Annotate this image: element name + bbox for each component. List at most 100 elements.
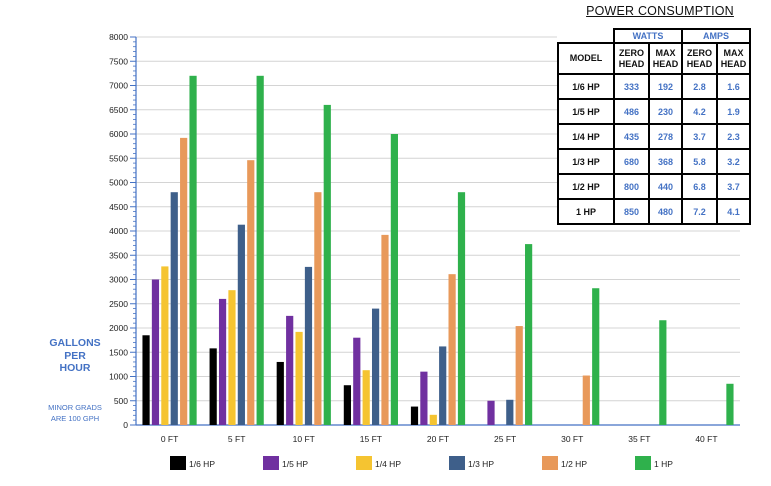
y-tick-label: 6000	[109, 129, 128, 139]
watts-max-cell: 192	[648, 73, 683, 100]
model-cell: 1/4 HP	[557, 123, 615, 150]
bar	[247, 160, 255, 425]
bar	[448, 274, 456, 425]
bar	[353, 337, 361, 425]
bar	[362, 370, 370, 425]
bar	[189, 75, 197, 426]
model-cell: 1/5 HP	[557, 98, 615, 125]
legend-swatch	[263, 456, 279, 470]
legend-label: 1/3 HP	[468, 459, 494, 469]
legend-swatch	[635, 456, 651, 470]
minor-grads-note-line: MINOR GRADS	[48, 403, 102, 412]
bar	[228, 290, 236, 425]
y-tick-label: 4500	[109, 202, 128, 212]
amps-zero-cell: 3.7	[681, 123, 718, 150]
y-tick-label: 0	[123, 420, 128, 430]
watts-zero-cell: 680	[613, 148, 650, 175]
y-tick-label: 8000	[109, 32, 128, 42]
watts-zero-cell: 800	[613, 173, 650, 200]
header-line: HEAD	[686, 58, 713, 69]
y-tick-label: 2000	[109, 323, 128, 333]
bar	[726, 383, 734, 425]
watts-max-cell: 440	[648, 173, 683, 200]
amps-max-cell: 1.9	[716, 98, 751, 125]
bar	[487, 400, 495, 425]
amps-max-cell: 3.2	[716, 148, 751, 175]
table-row: 1/6 HP 333 192 2.8 1.6	[557, 73, 751, 100]
bar	[256, 75, 264, 426]
amps-zero-head-header: ZERO HEAD	[681, 42, 718, 75]
y-axis-title-line: GALLONS	[49, 337, 101, 349]
y-tick-label: 1500	[109, 347, 128, 357]
model-cell: 1/3 HP	[557, 148, 615, 175]
bar	[381, 234, 389, 425]
header-line: HEAD	[618, 58, 645, 69]
bar	[659, 320, 667, 425]
bar	[525, 244, 533, 425]
legend-swatch	[170, 456, 186, 470]
x-tick-label: 20 FT	[427, 434, 449, 444]
legend-swatch	[542, 456, 558, 470]
bar	[410, 406, 419, 425]
amps-max-cell: 1.6	[716, 73, 751, 100]
header-line: ZERO	[686, 47, 712, 58]
amps-max-head-header: MAX HEAD	[716, 42, 751, 75]
bar	[515, 326, 523, 425]
amps-zero-cell: 2.8	[681, 73, 718, 100]
watts-zero-cell: 333	[613, 73, 650, 100]
y-tick-label: 5500	[109, 153, 128, 163]
minor-grads-note-line: ARE 100 GPH	[50, 414, 100, 423]
bar	[237, 224, 245, 425]
power-consumption-table: WATTS AMPS MODEL ZERO HEAD MAX HEAD ZERO HE…	[557, 28, 751, 225]
x-tick-label: 30 FT	[561, 434, 583, 444]
bar	[343, 385, 351, 425]
watts-max-cell: 230	[648, 98, 683, 125]
amps-max-cell: 4.1	[716, 198, 751, 225]
y-tick-label: 3000	[109, 275, 128, 285]
x-tick-label: 15 FT	[360, 434, 382, 444]
bar	[323, 104, 331, 426]
power-consumption-title: POWER CONSUMPTION	[586, 4, 734, 18]
header-line: ZERO	[618, 47, 644, 58]
bar	[390, 134, 398, 425]
legend-label: 1 HP	[654, 459, 673, 469]
amps-group-header: AMPS	[681, 28, 751, 44]
bar	[276, 361, 284, 425]
amps-zero-cell: 6.8	[681, 173, 718, 200]
bar	[592, 288, 600, 425]
bar	[314, 192, 322, 425]
table-row: 1/5 HP 486 230 4.2 1.9	[557, 98, 751, 125]
watts-zero-cell: 850	[613, 198, 650, 225]
watts-zero-cell: 486	[613, 98, 650, 125]
model-header: MODEL	[557, 42, 615, 75]
watts-group-header: WATTS	[613, 28, 683, 44]
header-line: MAX	[655, 47, 676, 58]
bar	[439, 346, 447, 425]
legend-swatch	[356, 456, 372, 470]
x-tick-label: 5 FT	[228, 434, 245, 444]
header-line: HEAD	[720, 58, 747, 69]
bar	[582, 375, 590, 425]
y-tick-label: 500	[114, 396, 128, 406]
x-tick-label: 10 FT	[293, 434, 315, 444]
bar	[151, 279, 160, 425]
bar	[286, 315, 294, 425]
y-tick-label: 4000	[109, 226, 128, 236]
amps-max-cell: 2.3	[716, 123, 751, 150]
bar	[304, 266, 313, 425]
amps-zero-cell: 4.2	[681, 98, 718, 125]
table-corner	[558, 29, 614, 43]
legend-label: 1/4 HP	[375, 459, 401, 469]
legend-label: 1/2 HP	[561, 459, 587, 469]
y-tick-label: 7500	[109, 56, 128, 66]
bar	[429, 414, 437, 425]
x-tick-label: 25 FT	[494, 434, 516, 444]
y-axis-title: GALLONS PER HOUR	[36, 337, 114, 375]
y-axis-title-line: HOUR	[59, 362, 91, 374]
amps-zero-cell: 7.2	[681, 198, 718, 225]
watts-zero-cell: 435	[613, 123, 650, 150]
bar	[457, 192, 466, 425]
header-line: MAX	[723, 47, 744, 58]
bar	[180, 137, 188, 425]
